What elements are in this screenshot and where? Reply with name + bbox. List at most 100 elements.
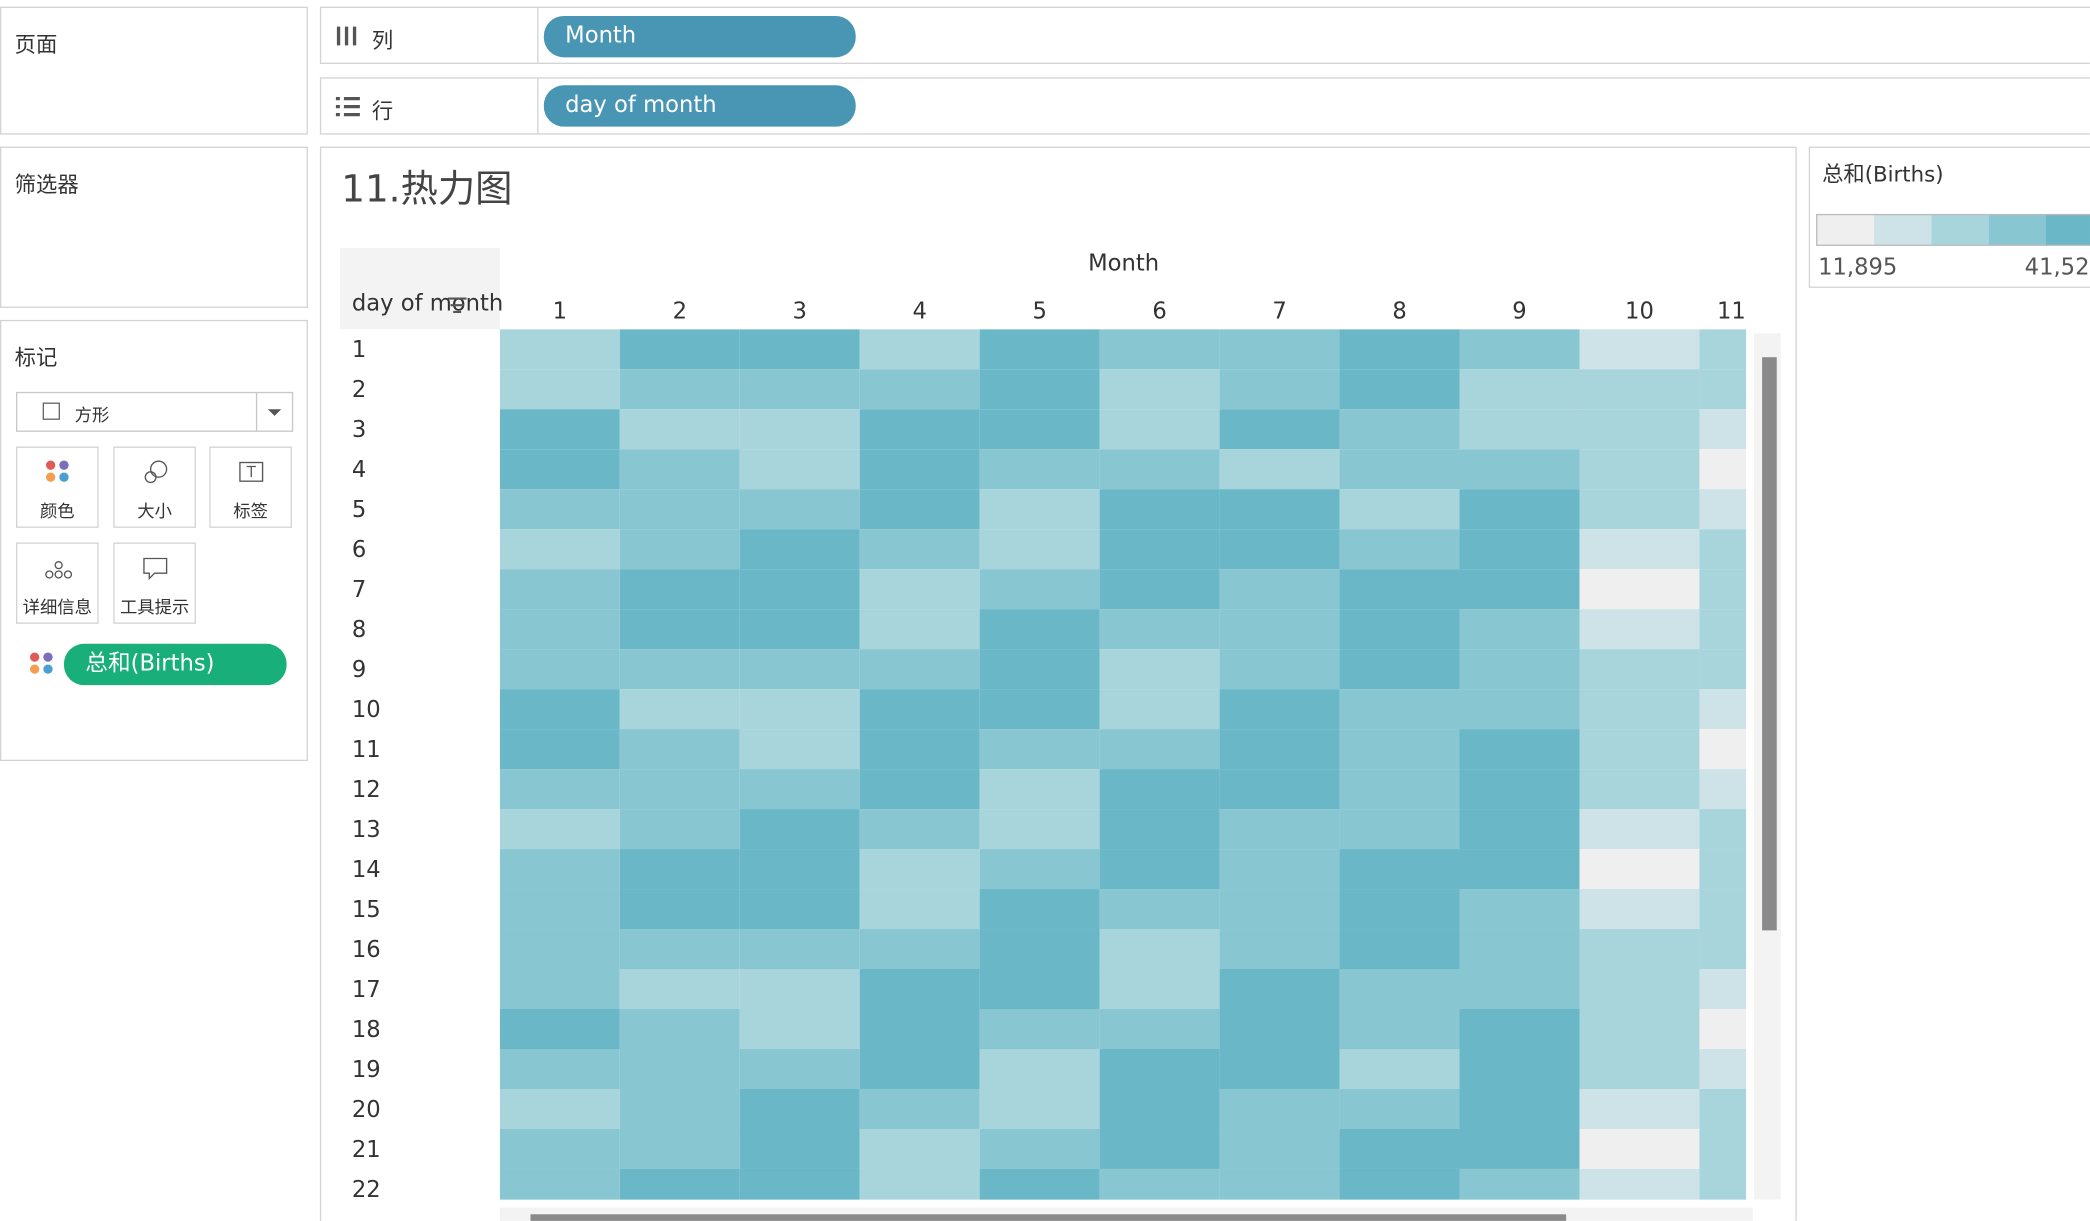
heatmap-cell: [1579, 1009, 1700, 1049]
x-tick-label: 11: [1717, 299, 1746, 325]
heatmap-cell: [979, 1048, 1100, 1089]
square-icon: [42, 402, 60, 420]
heatmap-cell: [499, 489, 620, 530]
heatmap-cell: [739, 809, 860, 850]
heatmap-cell: [619, 769, 740, 810]
card-title: 筛选器: [14, 171, 79, 198]
heatmap-cell: [619, 969, 740, 1010]
heatmap-cell: [859, 1009, 980, 1049]
y-tick-label: 1: [352, 337, 366, 363]
heatmap-cell: [1459, 649, 1580, 690]
heatmap-cell: [1579, 569, 1700, 610]
heatmap-cell: [1459, 369, 1580, 410]
heatmap-cell: [1699, 1009, 1747, 1049]
heatmap-cell: [1699, 969, 1747, 1010]
heatmap-cell: [859, 649, 980, 690]
y-tick-label: 15: [352, 897, 381, 923]
y-tick-label: 22: [352, 1177, 381, 1203]
horizontal-scrollbar-thumb[interactable]: [530, 1214, 1567, 1221]
heatmap-cell: [499, 329, 620, 370]
heatmap-cell: [619, 449, 740, 490]
heatmap-cell: [1339, 489, 1460, 530]
columns-pill[interactable]: Month: [543, 15, 856, 58]
heatmap-cell: [1219, 529, 1340, 570]
columns-icon: [336, 26, 357, 46]
detail-button[interactable]: 详细信息: [15, 542, 99, 624]
heatmap-cell: [1339, 1009, 1460, 1049]
cell-group: [499, 329, 1747, 1200]
color-pill[interactable]: 总和(Births): [63, 643, 287, 686]
heatmap-cell: [1219, 1168, 1340, 1200]
x-axis-title: Month: [1088, 251, 1159, 277]
tooltip-button[interactable]: 工具提示: [113, 542, 196, 624]
button-label: 工具提示: [119, 598, 190, 619]
heatmap-cell: [1219, 569, 1340, 610]
y-tick-label: 18: [352, 1017, 381, 1043]
heatmap-cell: [1099, 729, 1220, 770]
heatmap-cell: [739, 409, 860, 450]
color-button[interactable]: 颜色: [15, 446, 99, 528]
heatmap-cell: [1459, 889, 1580, 930]
heatmap-cell: [1699, 529, 1747, 570]
y-tick-label: 2: [352, 377, 366, 403]
heatmap-cell: [1579, 369, 1700, 410]
button-label: 大小: [137, 502, 172, 523]
heatmap-cell: [1099, 409, 1220, 450]
size-button[interactable]: 大小: [113, 446, 196, 528]
heatmap-cell: [1099, 689, 1220, 730]
heatmap-cell: [859, 729, 980, 770]
heatmap-cell: [1339, 409, 1460, 450]
heatmap-cell: [979, 369, 1100, 410]
legend-swatch: [2046, 214, 2090, 246]
heatmap-cell: [859, 409, 980, 450]
heatmap-cell: [979, 809, 1100, 850]
heatmap-cell: [1099, 569, 1220, 610]
heatmap-cell: [1339, 689, 1460, 730]
heatmap-cell: [1699, 769, 1747, 810]
heatmap-cell: [859, 569, 980, 610]
heatmap-cell: [859, 1128, 980, 1169]
color-pill-icon: [29, 652, 53, 674]
heatmap-cell: [859, 689, 980, 730]
heatmap-cell: [979, 449, 1100, 490]
x-tick-label: 3: [793, 299, 807, 325]
vertical-scrollbar-thumb[interactable]: [1762, 357, 1777, 931]
heatmap-cell: [739, 1088, 860, 1129]
legend-card: 总和(Births) 11,895 41,52: [1808, 146, 2090, 288]
mark-type-dropdown[interactable]: 方形: [15, 391, 294, 432]
label-button[interactable]: 标签: [209, 446, 292, 528]
heatmap-cell: [739, 649, 860, 690]
heatmap-cell: [739, 769, 860, 810]
heatmap-cell: [619, 889, 740, 930]
heatmap-cell: [499, 409, 620, 450]
heatmap-cell: [1099, 529, 1220, 570]
heatmap-cell: [1339, 649, 1460, 690]
heatmap-cell: [1699, 1088, 1747, 1129]
heatmap-cell: [499, 769, 620, 810]
detail-icon: [45, 561, 73, 579]
heatmap-cell: [1339, 1128, 1460, 1169]
heatmap-cell: [499, 449, 620, 490]
card-title: 标记: [14, 345, 58, 371]
heatmap-cell: [859, 489, 980, 530]
legend-title: 总和(Births): [1822, 162, 1944, 187]
y-tick-label: 8: [352, 617, 366, 643]
heatmap-cell: [979, 1128, 1100, 1169]
heatmap-cell: [1459, 1048, 1580, 1089]
heatmap-cell: [1459, 729, 1580, 770]
x-tick-label: 9: [1512, 299, 1526, 325]
heatmap-cell: [739, 369, 860, 410]
heatmap-cell: [1579, 809, 1700, 850]
heatmap-cell: [1699, 1168, 1747, 1200]
heatmap-cell: [1459, 609, 1580, 650]
tooltip-icon: [143, 557, 168, 581]
rows-pill[interactable]: day of month: [543, 85, 856, 127]
shelf-label: 行: [321, 78, 539, 134]
heatmap-cell: [739, 689, 860, 730]
heatmap-cell: [739, 569, 860, 610]
heatmap-cell: [739, 329, 860, 370]
heatmap-cell: [979, 689, 1100, 730]
heatmap-cell: [1339, 1048, 1460, 1089]
rows-icon: [335, 96, 360, 117]
heatmap-cell: [739, 1048, 860, 1089]
